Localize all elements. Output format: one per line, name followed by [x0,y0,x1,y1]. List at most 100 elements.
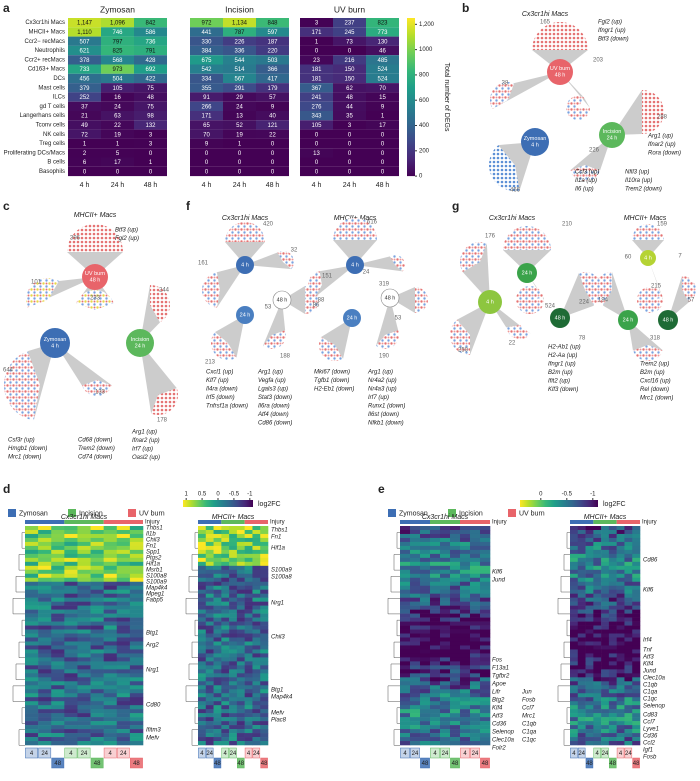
heatmap-cell-decor [420,677,431,682]
heatmap-cell-decor [460,685,471,690]
heatmap-cell-decor [77,697,91,702]
heatmap-cell-decor [450,581,461,587]
heatmap-cell-decor [420,637,431,642]
heatmap-cell-decor [585,661,594,666]
injury-label: Injury [492,520,507,526]
time-box [577,747,586,759]
gene-label: Nrg1 [271,601,284,607]
heatmap-cell-decor [229,701,238,706]
cell-label: 46 [379,49,386,55]
heatmap-cell-decor [129,613,144,618]
heatmap-cell-decor [632,625,641,630]
time-label: 4 [30,751,34,757]
heatmap-cell-decor [570,549,579,555]
heatmap-cell-decor [430,665,441,670]
heatmap-cell-decor [221,697,230,702]
heatmap-cell-decor [90,541,104,547]
heatmap-cell-decor [460,637,471,642]
heatmap-cell-decor [252,713,261,718]
heatmap-cell-decor [25,565,39,571]
heatmap-cell [333,92,366,102]
heatmap-cell-decor [430,545,441,551]
cell-label: 1 [238,142,242,148]
heatmap-cell-decor [616,709,625,714]
time-label: 48 [261,761,268,767]
heatmap-cell-decor [252,609,261,614]
module-count: 396 [70,236,81,242]
heatmap-cell-decor [608,709,617,714]
heatmap-cell-decor [601,561,610,567]
heatmap-cell-decor [616,601,625,606]
time-box [400,747,410,759]
heatmap-cell-decor [103,609,118,614]
heatmap-cell-decor [570,677,579,682]
heatmap-cell-decor [236,729,245,734]
heatmap-cell-decor [51,689,65,694]
gene-label: Tgfbr2 [492,674,510,680]
heatmap-cell-decor [244,541,253,547]
heatmap-cell-decor [593,557,602,563]
heatmap-cell-decor [213,645,222,650]
heatmap-cell-decor [577,597,586,602]
heatmap-cell-decor [632,557,641,563]
module-count: 226 [589,148,600,154]
heatmap-cell-decor [198,613,207,618]
heatmap-cell [333,148,366,158]
heatmap-cell-decor [103,533,118,539]
heatmap-cell-decor [577,629,586,634]
gene-annotation: Nfil3 (up) [625,170,649,176]
heatmap-cell-decor [593,637,602,642]
heatmap-cell-decor [440,526,451,531]
heatmap-cell-decor [450,561,461,567]
heatmap-cell-decor [103,621,118,626]
dendrogram [393,641,400,658]
heatmap-cell-decor [577,605,586,610]
heatmap-cell [366,45,399,56]
heatmap-cell-decor [38,713,52,718]
heatmap-cell-decor [244,589,253,594]
heatmap-cell-decor [229,709,238,714]
colorbar [520,500,598,507]
heatmap-cell-decor [221,713,230,718]
heatmap-cell-decor [480,577,491,583]
heatmap-cell-decor [608,741,617,746]
heatmap-cell [256,36,289,46]
heatmap-cell-decor [51,526,65,531]
heatmap-cell-decor [229,649,238,654]
heatmap-cell-decor [400,689,411,694]
heatmap-cell-decor [601,573,610,579]
heatmap-cell-decor [51,561,65,567]
heatmap-cell-decor [229,545,238,551]
heatmap-cell-decor [25,581,39,587]
heatmap-cell-decor [624,685,633,690]
heatmap-cell-decor [38,649,52,654]
edge-bundle [140,285,160,343]
heatmap-cell-decor [632,737,641,742]
heatmap-cell-decor [480,689,491,694]
heatmap-cell-decor [229,677,238,682]
heatmap-cell-decor [64,709,78,714]
heatmap-cell [223,18,256,28]
cell-label: 23 [313,58,320,64]
heatmap-cell-decor [624,705,633,710]
heatmap-cell-decor [260,537,269,543]
heatmap-cell-decor [103,589,118,594]
heatmap-cell-decor [480,529,491,535]
heatmap-cell [223,166,256,177]
heatmap-cell-decor [577,573,586,579]
heatmap-cell [68,101,101,111]
heatmap-cell [223,101,256,111]
heatmap-cell-decor [632,533,641,539]
heatmap-cell-decor [252,633,261,638]
cell-label: 797 [112,39,123,45]
heatmap-cell-decor [51,541,65,547]
edge-bundle [55,343,113,386]
heatmap-cell-decor [450,721,461,726]
heatmap-cell-decor [198,717,207,722]
colorbar-tick-label: -1 [590,492,596,498]
heatmap-cell-decor [470,657,481,662]
heatmap-cell-decor [570,733,579,738]
heatmap-cell-decor [616,705,625,710]
heatmap-cell-decor [440,529,451,535]
heatmap-cell-decor [480,713,491,718]
